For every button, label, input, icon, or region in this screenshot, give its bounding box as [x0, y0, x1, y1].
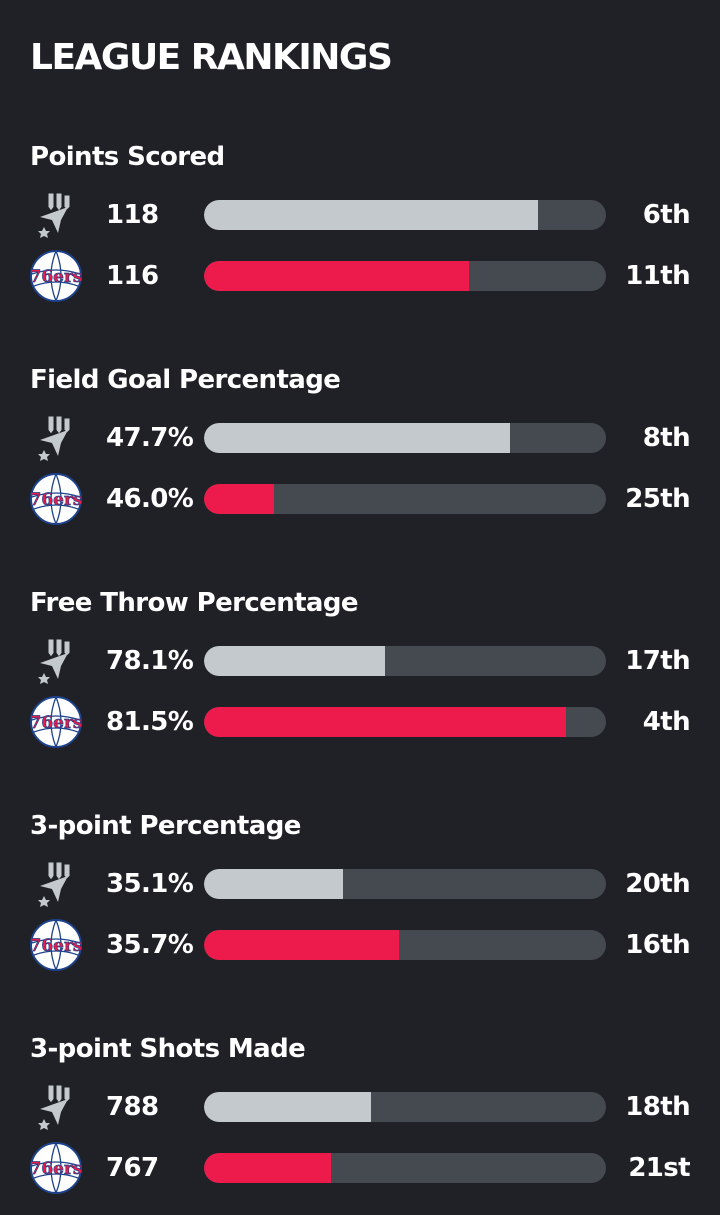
76ers-logo-icon: 76ers	[28, 1140, 84, 1196]
spurs-logo-icon	[28, 410, 84, 466]
stat-bar-track	[204, 869, 606, 899]
stat-bar-fill	[204, 1153, 331, 1183]
stat-bar-track	[204, 1153, 606, 1183]
stat-bar-fill	[204, 1092, 371, 1122]
stat-value: 35.7%	[106, 930, 194, 960]
stat-section-points-scored: Points Scored 118 6th 76ers 116 11th	[0, 126, 720, 306]
team-row-spurs: 788 18th	[0, 1079, 720, 1135]
svg-text:76ers: 76ers	[29, 1159, 82, 1179]
league-rank: 4th	[642, 707, 691, 737]
stat-section-field-goal-percentage: Field Goal Percentage 47.7% 8th 76ers 46…	[0, 349, 720, 529]
stat-title: 3-point Percentage	[30, 811, 301, 841]
league-rank: 25th	[625, 484, 690, 514]
stat-bar-fill	[204, 200, 538, 230]
stat-value: 78.1%	[106, 646, 194, 676]
stat-bar-fill	[204, 707, 566, 737]
stat-section-free-throw-percentage: Free Throw Percentage 78.1% 17th 76ers 8…	[0, 572, 720, 752]
page-title: LEAGUE RANKINGS	[30, 37, 393, 78]
league-rank: 17th	[625, 646, 690, 676]
stat-section-3-point-percentage: 3-point Percentage 35.1% 20th 76ers 35.7…	[0, 795, 720, 975]
stat-value: 788	[106, 1092, 159, 1122]
team-row-76ers: 76ers 767 21st	[0, 1140, 720, 1196]
76ers-logo-icon: 76ers	[28, 694, 84, 750]
stat-value: 81.5%	[106, 707, 194, 737]
team-row-spurs: 118 6th	[0, 187, 720, 243]
stat-bar-fill	[204, 869, 343, 899]
spurs-logo-icon	[28, 187, 84, 243]
league-rank: 6th	[642, 200, 691, 230]
league-rank: 21st	[628, 1153, 690, 1183]
stat-bar-fill	[204, 261, 470, 291]
league-rank: 11th	[625, 261, 690, 291]
stat-bar-fill	[204, 423, 510, 453]
team-row-76ers: 76ers 35.7% 16th	[0, 917, 720, 973]
spurs-logo-icon	[28, 633, 84, 689]
team-row-76ers: 76ers 116 11th	[0, 248, 720, 304]
stat-bar-track	[204, 423, 606, 453]
spurs-logo-icon	[28, 856, 84, 912]
stat-value: 46.0%	[106, 484, 194, 514]
league-rank: 8th	[642, 423, 691, 453]
stat-value: 118	[106, 200, 159, 230]
stat-title: Field Goal Percentage	[30, 365, 341, 395]
svg-text:76ers: 76ers	[29, 936, 82, 956]
76ers-logo-icon: 76ers	[28, 471, 84, 527]
stat-value: 47.7%	[106, 423, 194, 453]
stat-bar-fill	[204, 484, 275, 514]
stat-bar-track	[204, 1092, 606, 1122]
svg-text:76ers: 76ers	[29, 267, 82, 287]
stat-bar-track	[204, 200, 606, 230]
stat-value: 767	[106, 1153, 159, 1183]
76ers-logo-icon: 76ers	[28, 917, 84, 973]
stat-bar-track	[204, 646, 606, 676]
league-rank: 20th	[625, 869, 690, 899]
76ers-logo-icon: 76ers	[28, 248, 84, 304]
team-row-spurs: 47.7% 8th	[0, 410, 720, 466]
spurs-logo-icon	[28, 1079, 84, 1135]
stat-bar-fill	[204, 646, 385, 676]
svg-text:76ers: 76ers	[29, 713, 82, 733]
team-row-76ers: 76ers 81.5% 4th	[0, 694, 720, 750]
stat-title: Points Scored	[30, 142, 225, 172]
stat-bar-track	[204, 261, 606, 291]
team-row-spurs: 35.1% 20th	[0, 856, 720, 912]
stat-bar-track	[204, 484, 606, 514]
stat-bar-track	[204, 707, 606, 737]
team-row-76ers: 76ers 46.0% 25th	[0, 471, 720, 527]
svg-text:76ers: 76ers	[29, 490, 82, 510]
stat-bar-fill	[204, 930, 399, 960]
league-rank: 18th	[625, 1092, 690, 1122]
stat-section-3-point-shots-made: 3-point Shots Made 788 18th 76ers 767 21…	[0, 1018, 720, 1198]
stat-value: 35.1%	[106, 869, 194, 899]
stat-title: Free Throw Percentage	[30, 588, 359, 618]
stat-title: 3-point Shots Made	[30, 1034, 306, 1064]
stat-bar-track	[204, 930, 606, 960]
stat-value: 116	[106, 261, 159, 291]
league-rank: 16th	[625, 930, 690, 960]
team-row-spurs: 78.1% 17th	[0, 633, 720, 689]
